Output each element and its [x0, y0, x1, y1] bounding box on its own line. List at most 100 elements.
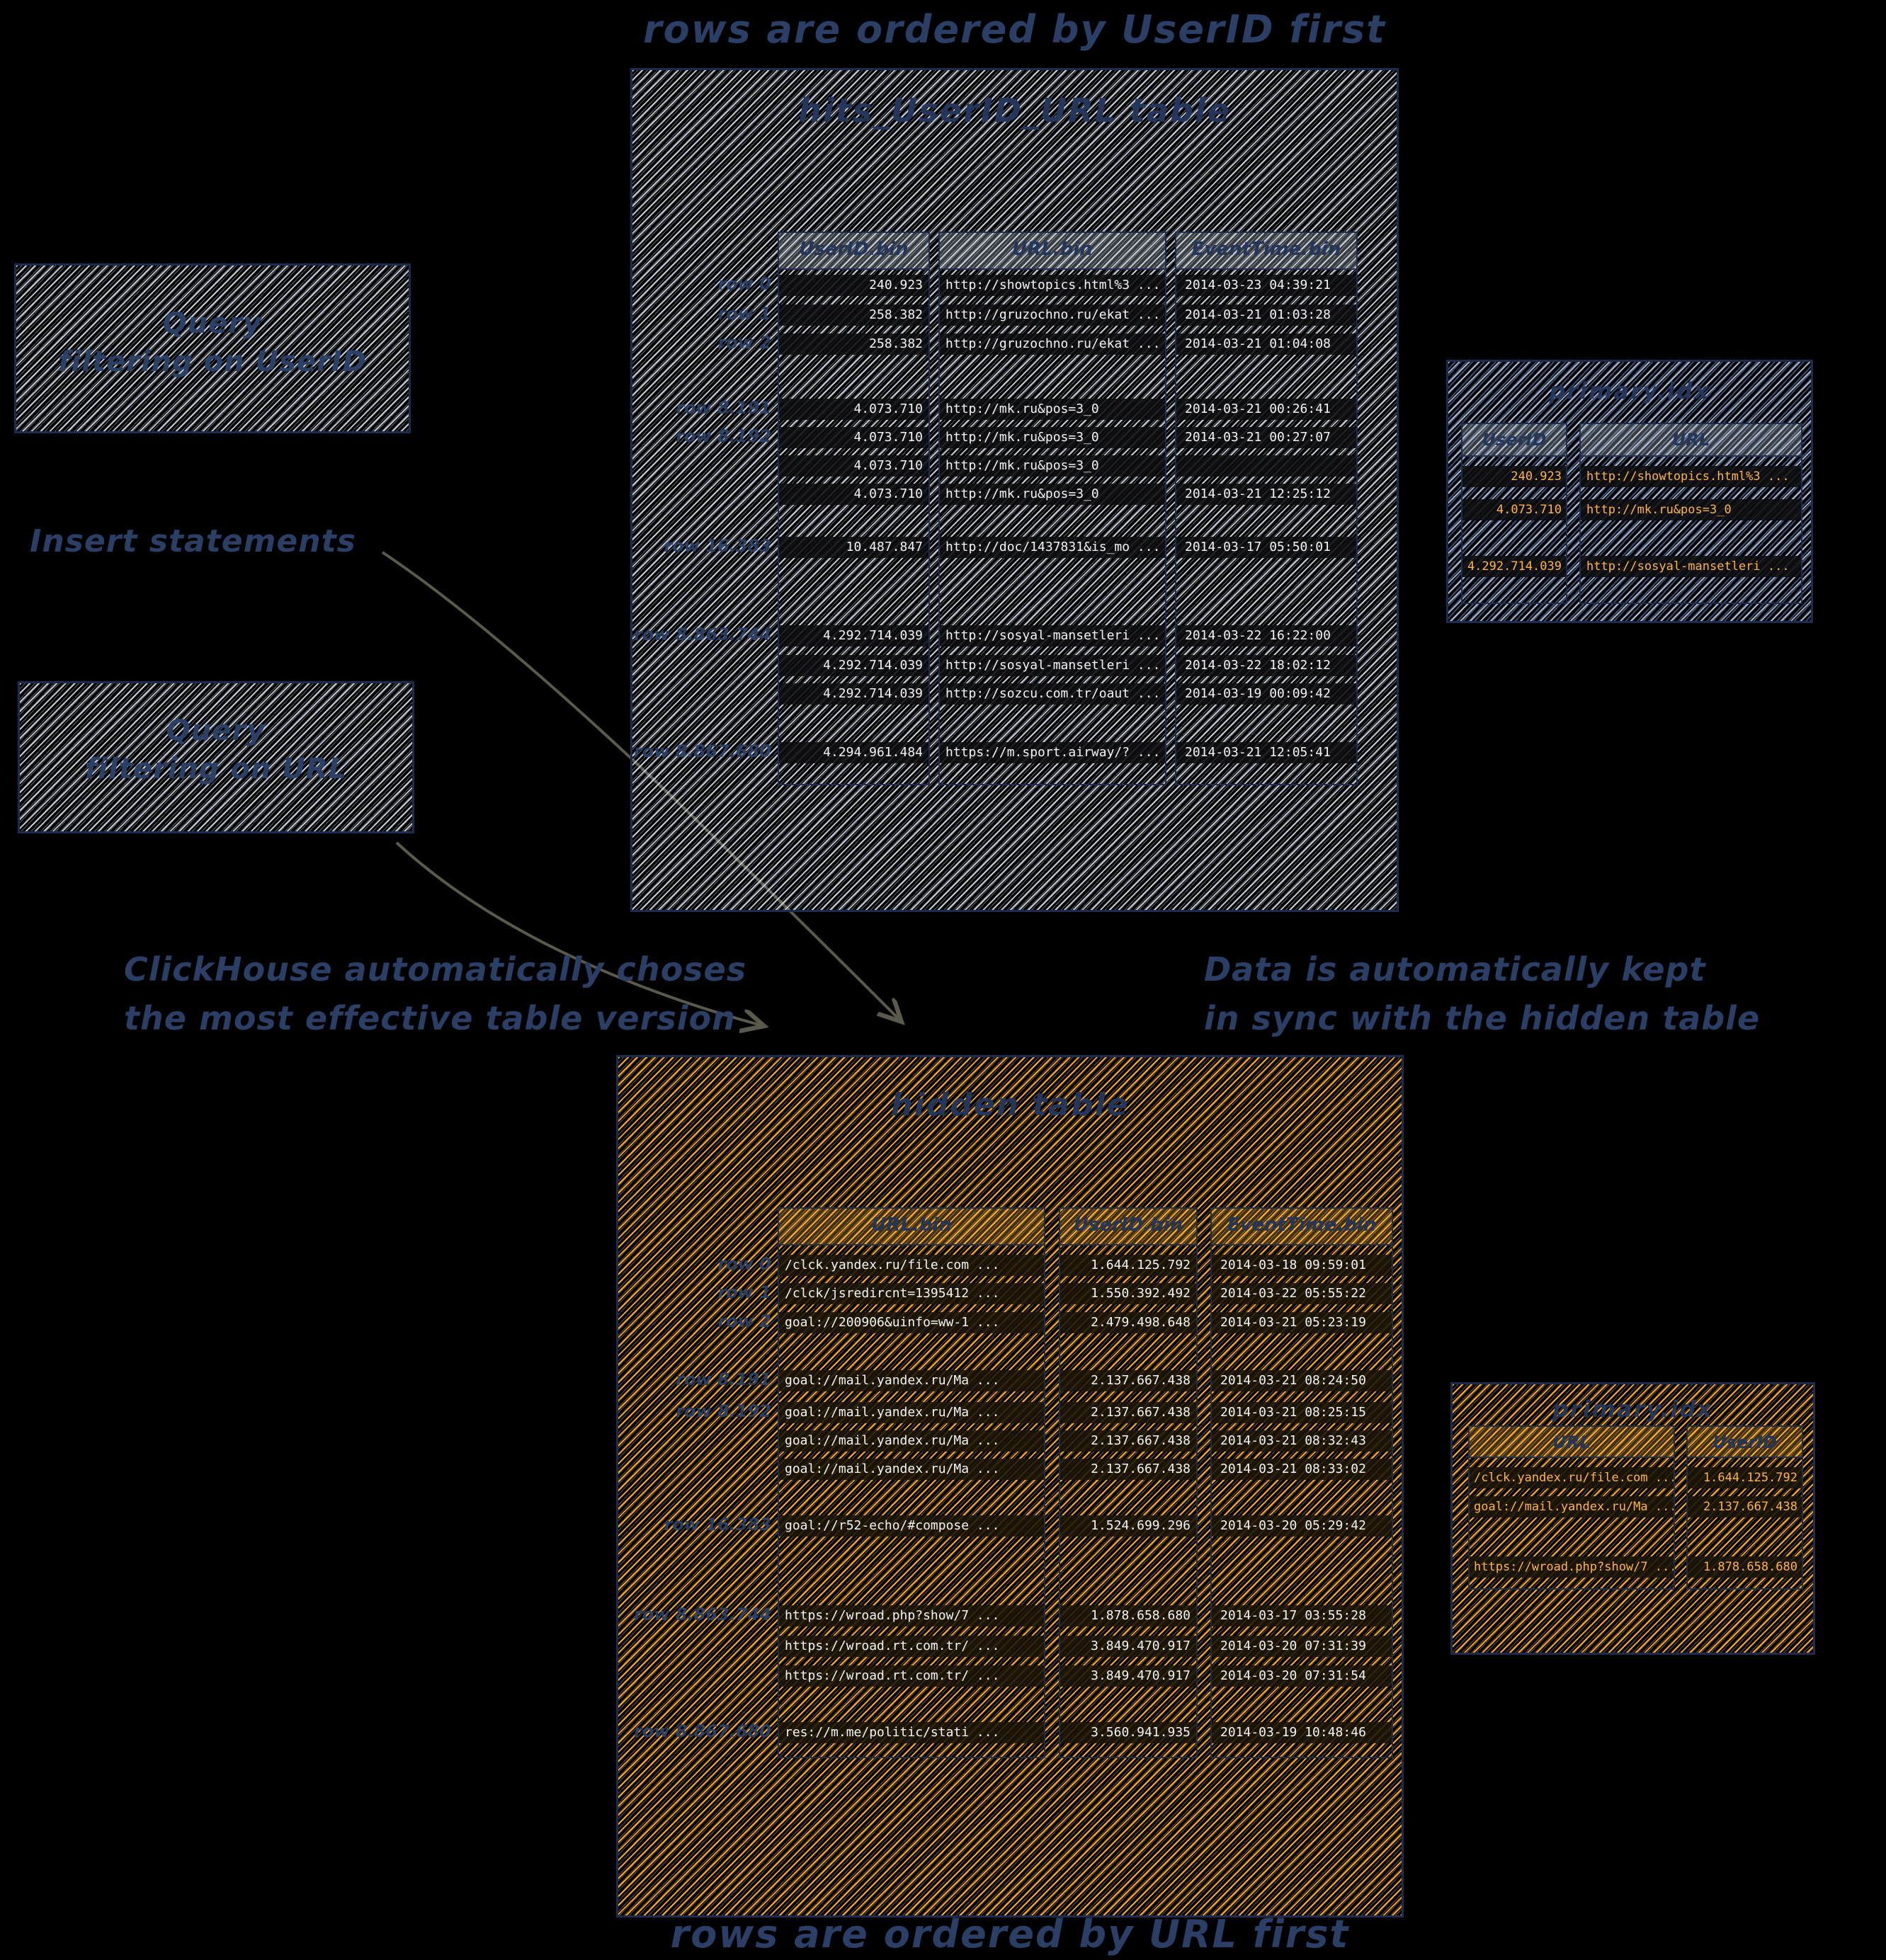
cell-url: /clck.yandex.ru/file.com ... [779, 1255, 1044, 1276]
cell-userid: 4.294.961.484 [779, 742, 928, 763]
idx-col-url-header: URL [1470, 1427, 1674, 1458]
cell-userid: 1.550.392.492 [1060, 1283, 1196, 1304]
row-label: row 2 [717, 333, 771, 353]
row-label: row 8.863.744 [634, 1605, 771, 1624]
cell-eventtime: 2014-03-19 10:48:46 [1212, 1722, 1392, 1743]
cell-url: goal://mail.yandex.ru/Ma ... [779, 1430, 1044, 1452]
main-col-url: URL.bin http://showtopics.html%3 ... htt… [938, 232, 1166, 785]
row-label: row 8.192 [676, 426, 771, 446]
cell-userid: 4.292.714.039 [779, 655, 928, 676]
auto-sync-note: Data is automatically kept in sync with … [1204, 945, 1760, 1043]
auto-sync-line2: in sync with the hidden table [1204, 999, 1761, 1037]
cell-url: https://wroad.rt.com.tr/ ... [779, 1636, 1044, 1657]
row-label: row 0 [717, 1254, 771, 1274]
cell-eventtime: 2014-03-22 18:02:12 [1176, 655, 1356, 676]
hidden-table: hidden table row 0 row 1 row 2 row 8.191… [616, 1055, 1404, 1918]
cell-url: goal://mail.yandex.ru/Ma ... [779, 1402, 1044, 1423]
cell-eventtime: 2014-03-18 09:59:01 [1212, 1255, 1392, 1276]
idx-cell-userid: 2.137.667.438 [1688, 1496, 1802, 1517]
idx-cell-url: http://sosyal-mansetleri ... [1581, 556, 1801, 577]
cell-userid: 240.923 [779, 275, 928, 296]
main-table: hits_UserID_URL table row 0 row 1 row 2 … [630, 68, 1399, 912]
query-userid-line1: Query [162, 307, 263, 340]
cell-eventtime: 2014-03-21 05:23:19 [1212, 1312, 1392, 1333]
idx-col-url: URL http://showtopics.html%3 ... http://… [1579, 423, 1802, 604]
cell-url: http://mk.ru&pos=3_0 [940, 484, 1165, 505]
cell-userid: 4.073.710 [779, 484, 928, 505]
cell-userid: 4.073.710 [779, 455, 928, 477]
cell-url: http://sosyal-mansetleri ... [940, 625, 1165, 646]
cell-url: http://gruzochno.ru/ekat ... [940, 334, 1165, 355]
cell-url: goal://mail.yandex.ru/Ma ... [779, 1459, 1044, 1480]
insert-statements-label: Insert statements [30, 523, 356, 559]
query-url-line1: Query [166, 714, 266, 747]
idx-cell-userid: 1.644.125.792 [1688, 1467, 1802, 1488]
idx-col-userid: UserID 240.923 4.073.710 4.292.714.039 [1461, 423, 1567, 604]
cell-userid: 1.524.699.296 [1060, 1515, 1196, 1537]
cell-eventtime: 2014-03-17 05:50:01 [1176, 537, 1356, 558]
auto-choose-line2: the most effective table version [124, 999, 736, 1037]
auto-sync-line1: Data is automatically kept [1204, 950, 1706, 988]
cell-userid: 4.292.714.039 [779, 683, 928, 705]
hidden-col-eventtime: EventTime.bin 2014-03-18 09:59:01 2014-0… [1210, 1207, 1393, 1758]
idx-col-userid: UserID 1.644.125.792 2.137.667.438 1.878… [1686, 1425, 1803, 1590]
cell-url: goal://r52-echo/#compose ... [779, 1515, 1044, 1537]
idx-cell-url: http://showtopics.html%3 ... [1581, 466, 1801, 487]
cell-eventtime: 2014-03-19 00:09:42 [1176, 683, 1356, 705]
hidden-primary-idx: primary.idx URL /clck.yandex.ru/file.com… [1450, 1382, 1815, 1655]
cell-eventtime: 2014-03-21 08:25:15 [1212, 1402, 1392, 1423]
cell-userid: 2.137.667.438 [1060, 1430, 1196, 1452]
row-label: row 8.191 [676, 398, 771, 418]
cell-url: http://sosyal-mansetleri ... [940, 655, 1165, 676]
hidden-col-url-header: URL.bin [779, 1209, 1044, 1246]
cell-userid: 1.878.658.680 [1060, 1605, 1196, 1626]
cell-url: goal://mail.yandex.ru/Ma ... [779, 1370, 1044, 1391]
cell-userid: 258.382 [779, 334, 928, 355]
cell-userid: 4.292.714.039 [779, 625, 928, 646]
cell-eventtime: 2014-03-20 05:29:42 [1212, 1515, 1392, 1537]
query-userid-line2: filtering on UserID [58, 346, 367, 378]
row-label: row 2 [717, 1311, 771, 1331]
row-label: row 16.383 [664, 1515, 771, 1534]
idx-cell-url: https://wroad.php?show/7 ... [1470, 1556, 1674, 1578]
cell-url: https://wroad.php?show/7 ... [779, 1605, 1044, 1626]
cell-eventtime: 2014-03-17 03:55:28 [1212, 1605, 1392, 1626]
cell-url: http://sozcu.com.tr/oaut ... [940, 683, 1165, 705]
cell-eventtime: 2014-03-21 01:04:08 [1176, 334, 1356, 355]
main-primary-idx-title: primary.idx [1549, 377, 1710, 404]
row-label: row 8.867.680 [634, 741, 771, 761]
cell-url: http://mk.ru&pos=3_0 [940, 399, 1165, 420]
row-label: row 1 [717, 304, 771, 324]
cell-eventtime: 2014-03-21 08:32:43 [1212, 1430, 1392, 1452]
cell-userid: 2.137.667.438 [1060, 1402, 1196, 1423]
hidden-col-url: URL.bin /clck.yandex.ru/file.com ... /cl… [778, 1207, 1045, 1758]
row-label: row 8.192 [676, 1401, 771, 1421]
cell-eventtime: 2014-03-22 16:22:00 [1176, 625, 1356, 646]
cell-url: goal://200906&uinfo=ww-1 ... [779, 1312, 1044, 1333]
idx-cell-userid: 240.923 [1462, 466, 1566, 487]
idx-cell-userid: 1.878.658.680 [1688, 1556, 1802, 1578]
cell-url: http://mk.ru&pos=3_0 [940, 427, 1165, 448]
cell-eventtime: 2014-03-21 00:26:41 [1176, 399, 1356, 420]
cell-url: https://m.sport.airway/? ... [940, 742, 1165, 763]
main-col-url-header: URL.bin [940, 233, 1165, 270]
cell-eventtime: 2014-03-20 07:31:39 [1212, 1636, 1392, 1657]
cell-userid: 10.487.847 [779, 537, 928, 558]
main-primary-idx: primary.idx UserID 240.923 4.073.710 4.2… [1446, 360, 1813, 623]
cell-userid: 3.849.470.917 [1060, 1665, 1196, 1687]
cell-userid: 4.073.710 [779, 427, 928, 448]
main-table-title: hits_UserID_URL table [798, 91, 1231, 130]
caption-bottom: rows are ordered by URL first [670, 1912, 1350, 1956]
query-url-text: Query filtering on URL [20, 712, 412, 788]
cell-userid: 2.137.667.438 [1060, 1459, 1196, 1480]
cell-eventtime [1176, 455, 1356, 477]
idx-cell-url: http://mk.ru&pos=3_0 [1581, 499, 1801, 520]
idx-col-url: URL /clck.yandex.ru/file.com ... goal://… [1468, 1425, 1675, 1590]
cell-eventtime: 2014-03-21 12:25:12 [1176, 484, 1356, 505]
cell-eventtime: 2014-03-20 07:31:54 [1212, 1665, 1392, 1687]
hidden-table-title: hidden table [890, 1087, 1130, 1123]
cell-url: http://mk.ru&pos=3_0 [940, 455, 1165, 477]
query-url-box: Query filtering on URL [18, 681, 414, 833]
cell-eventtime: 2014-03-23 04:39:21 [1176, 275, 1356, 296]
